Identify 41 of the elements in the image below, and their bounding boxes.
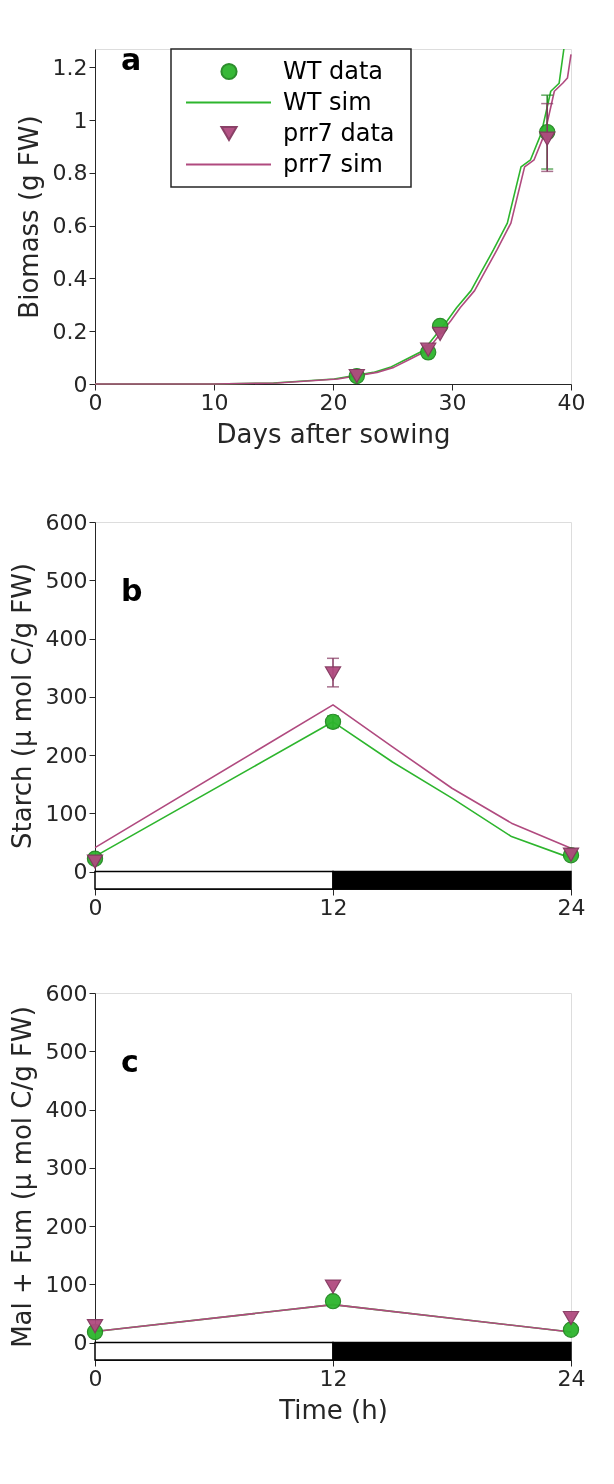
x-tick-label: 20 [319,389,348,415]
x-axis-title: Days after sowing [216,418,451,449]
x-tick-label: 10 [200,389,229,415]
y-tick-label: 300 [45,684,88,710]
legend-label: prr7 sim [283,149,383,178]
y-tick-label: 0 [73,371,88,397]
x-axis-title: Time (h) [278,1394,388,1425]
y-tick-label: 300 [45,1155,88,1181]
y-tick-label: 400 [45,1097,88,1123]
legend-label: WT sim [283,87,372,116]
y-tick-label: 200 [45,1213,88,1239]
y-tick-label: 600 [45,509,88,535]
annotation: a [121,42,142,77]
y-axis-title: Mal + Fum (μ mol C/g FW) [6,1006,37,1348]
legend-label: WT data [283,56,384,85]
y-tick-label: 1.2 [52,54,88,80]
x-tick-label: 12 [319,1365,348,1391]
y-tick-label: 600 [45,980,88,1006]
x-tick-label: 12 [319,894,348,920]
x-tick-label: 24 [557,1365,586,1391]
y-tick-label: 0.8 [52,160,88,186]
y-axis-title: Starch (μ mol C/g FW) [6,563,37,849]
y-tick-label: 0.4 [52,265,88,291]
y-tick-label: 0.6 [52,213,88,239]
y-tick-label: 400 [45,626,88,652]
annotation: b [121,572,143,608]
y-axis-title: Biomass (g FW) [13,115,44,319]
y-tick-label: 0.2 [52,318,88,344]
x-tick-label: 40 [557,389,586,415]
x-tick-label: 24 [557,894,586,920]
y-tick-label: 1 [73,107,88,133]
x-tick-label: 30 [438,389,467,415]
y-tick-label: 0 [73,1330,88,1356]
y-tick-label: 200 [45,742,88,768]
y-tick-label: 0 [73,859,88,885]
y-tick-label: 100 [45,800,88,826]
y-tick-label: 500 [45,567,88,593]
annotation: c [121,1043,139,1079]
y-tick-label: 500 [45,1038,88,1064]
y-tick-label: 100 [45,1271,88,1297]
legend-label: prr7 data [283,118,395,147]
